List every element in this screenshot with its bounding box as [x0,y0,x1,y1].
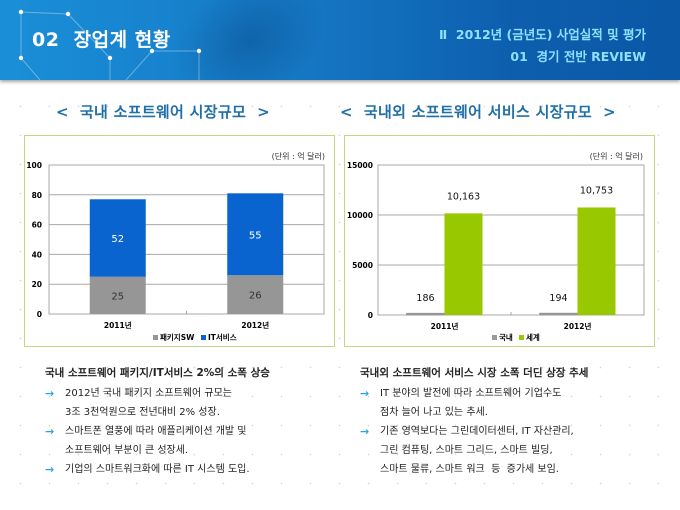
legend-label: 세계 [526,332,540,342]
list-item-line: 기존 영역보다는 그린데이터센터, IT 자산관리, [380,426,574,437]
x-category-label: 2012년 [241,320,269,330]
y-tick-label: 15000 [347,161,373,170]
legend-label: 패키지SW [160,332,195,342]
legend-swatch [153,335,158,340]
y-tick-label: 60 [32,221,42,230]
list-item-line: 2012년 국내 패키지 소프트웨어 규모는 [65,388,232,399]
right-summary: 국내외 소프트웨어 서비스 시장 소폭 더딘 상장 추세 → IT 분야의 발전… [360,365,660,479]
x-category-label: 2012년 [564,321,592,331]
legend-label: IT서비스 [208,332,237,342]
bar-패키지SW [227,275,284,314]
circuit-decoration-icon [18,9,202,80]
arrow-right-icon: → [45,387,55,400]
intl-software-service-chart: 186 10,163 194 10,753 0 5000 10000 15000 2011년… [344,135,655,347]
y-tick-label: 0 [368,311,373,320]
arrow-right-icon: → [45,425,55,438]
list-item-line: 기업의 스마트워크화에 따른 IT 시스템 도입. [65,464,250,475]
bar-세계 [444,213,483,315]
list-item-line: 그린 컴퓨팅, 스마트 그리드, 스마트 빌딩, [380,445,553,456]
list-item-line: 점차 늘어 나고 있는 추세. [380,407,488,418]
legend-swatch [201,335,206,340]
slide-header: 02 장업계 현황 Ⅱ 2012년 (금년도) 사업실적 및 평가 01 경기 … [0,0,680,80]
y-tick-label: 0 [37,310,42,319]
list-item: → 2012년 국내 패키지 소프트웨어 규모는 3조 3천억원으로 전년대비 … [45,384,335,422]
list-item-line: IT 분야의 발전에 따라 소프트웨어 기업수도 [380,388,562,399]
list-item-line: 스마트폰 열풍에 따라 애플리케이션 개발 및 [65,426,247,437]
section-subtitle: Ⅱ 2012년 (금년도) 사업실적 및 평가 [438,27,646,42]
y-tick-label: 5000 [352,261,373,270]
list-item-line: 스마트 물류, 스마트 워크 등 증가세 보임. [380,464,559,475]
list-item: → 기존 영역보다는 그린데이터센터, IT 자산관리, 그린 컴퓨팅, 스마트… [360,422,660,479]
bar-IT서비스 [227,193,284,276]
list-item-line: 3조 3천억원으로 전년대비 2% 성장. [65,407,220,418]
x-category-label: 2011년 [104,320,132,330]
unit-label: (단위 : 억 달러) [590,151,643,161]
bar-value-label: 10,753 [580,185,613,196]
legend-label: 국내 [499,332,513,342]
bar-국내 [406,312,445,316]
y-tick-label: 80 [32,191,42,200]
bar-세계 [577,207,616,315]
arrow-right-icon: → [45,463,55,476]
page-title: 02 장업계 현황 [32,29,171,51]
grouped-bar-chart: 186 10,163 194 10,753 0 5000 10000 15000 2011년… [347,151,645,342]
y-tick-label: 10000 [347,211,373,220]
right-section-title: < 국내외 소프트웨어 서비스 시장규모 > [340,103,616,121]
legend-swatch [519,335,524,340]
y-tick-label: 40 [32,250,42,259]
arrow-right-icon: → [360,387,370,400]
bar-value-label: 25 [111,291,124,302]
list-item-line: 소프트웨어 부분이 큰 성장세. [65,445,189,456]
stacked-bar-chart: 25 52 26 55 0 20 40 60 80 100 2011년 2012년 (단위 : 억… [26,151,325,342]
bar-value-label: 52 [111,234,124,245]
list-item: → 스마트폰 열풍에 따라 애플리케이션 개발 및 소프트웨어 부분이 큰 성장… [45,422,335,460]
legend-swatch [492,335,497,340]
y-tick-label: 100 [26,161,42,170]
bar-국내 [539,312,578,316]
bar-패키지SW [89,276,146,314]
x-category-label: 2011년 [431,321,459,331]
arrow-right-icon: → [360,425,370,438]
domestic-software-chart: 25 52 26 55 0 20 40 60 80 100 2011년 2012년 (단위 : 억… [24,135,335,347]
bar-value-label: 194 [549,293,567,304]
bar-value-label: 26 [249,291,262,302]
list-item: → IT 분야의 발전에 따라 소프트웨어 기업수도 점차 늘어 나고 있는 추… [360,384,660,422]
y-tick-label: 20 [32,280,42,289]
bar-value-label: 10,163 [447,191,480,202]
unit-label: (단위 : 억 달러) [272,151,325,161]
list-item: → 기업의 스마트워크화에 따른 IT 시스템 도입. [45,460,335,479]
subsection-subtitle: 01 경기 전반 REVIEW [510,49,646,64]
left-summary-heading: 국내 소프트웨어 패키지/IT서비스 2%의 소폭 상승 [45,367,270,379]
bar-value-label: 55 [249,230,262,241]
bar-value-label: 186 [416,293,434,304]
bar-IT서비스 [89,199,146,277]
left-section-title: < 국내 소프트웨어 시장규모 > [56,103,270,121]
right-summary-heading: 국내외 소프트웨어 서비스 시장 소폭 더딘 상장 추세 [360,367,589,379]
left-summary: 국내 소프트웨어 패키지/IT서비스 2%의 소폭 상승 → 2012년 국내 … [45,365,335,479]
